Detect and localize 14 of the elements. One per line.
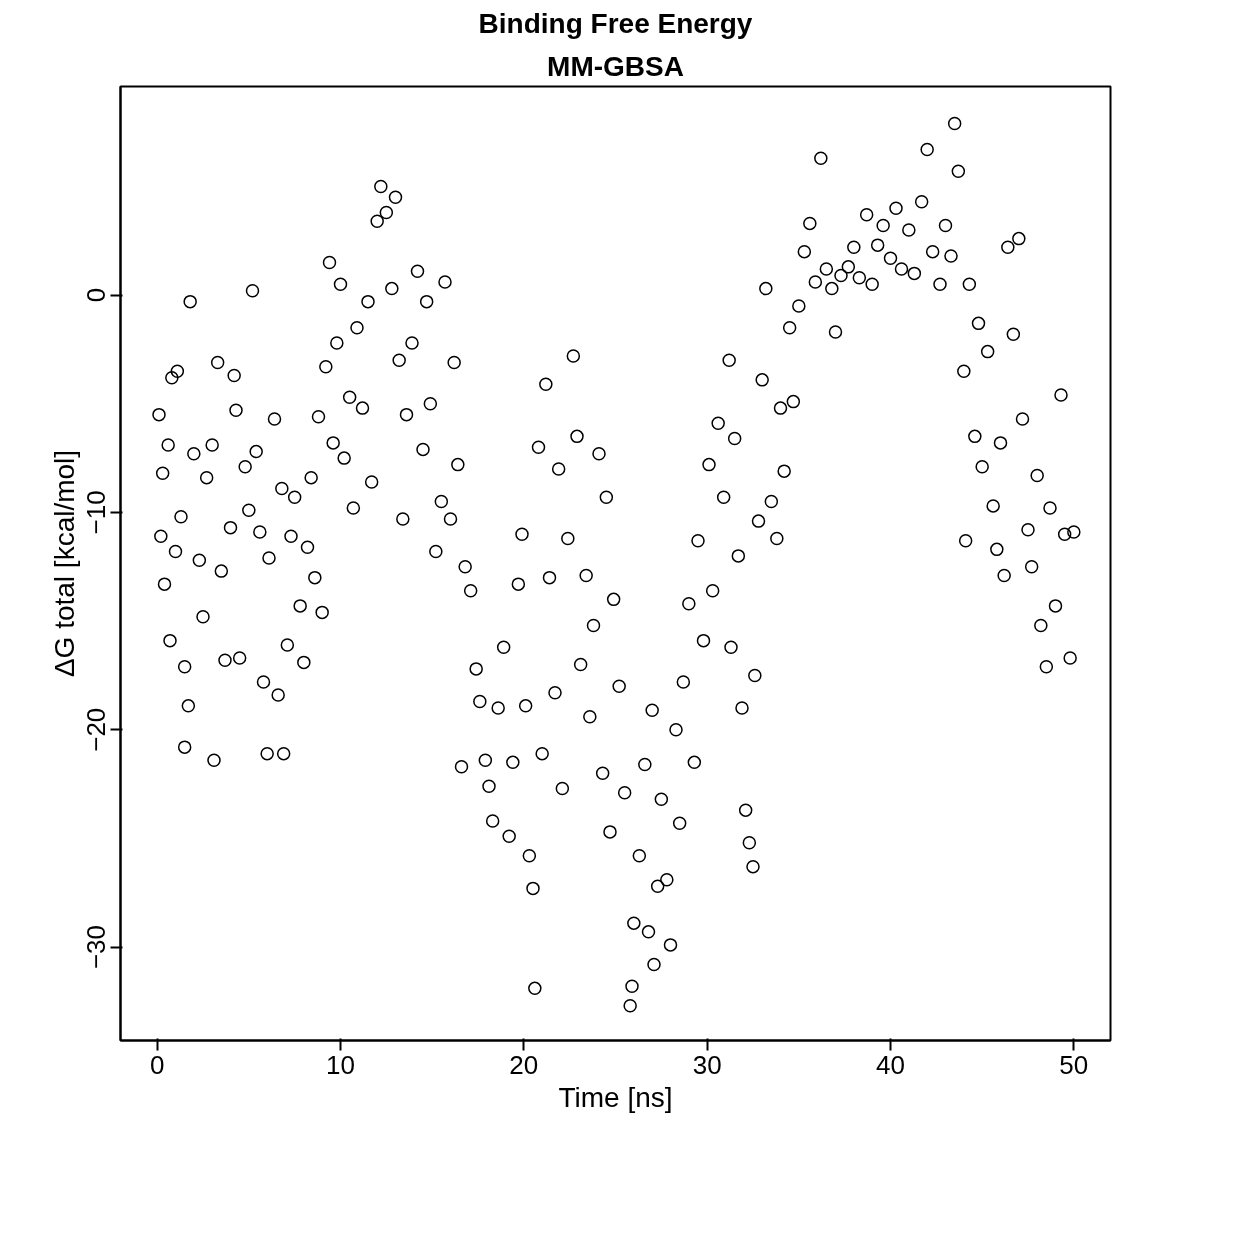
y-tick-label: 0 (81, 287, 112, 303)
y-tick-label: −10 (81, 490, 112, 535)
chart-title: Binding Free Energy (478, 7, 753, 39)
x-tick-label: 20 (509, 1049, 539, 1080)
y-tick-label: −20 (81, 707, 112, 752)
x-axis-title: Time [ns] (558, 1081, 673, 1113)
chart-subtitle: MM-GBSA (547, 50, 684, 82)
x-tick-label: 40 (876, 1049, 905, 1080)
x-tick-label: 50 (1059, 1049, 1089, 1080)
x-tick-label: 10 (326, 1049, 355, 1080)
x-tick-label: 30 (692, 1049, 722, 1080)
y-tick-label: −30 (81, 925, 112, 970)
y-axis-title: ΔG total [kcal/mol] (48, 449, 80, 678)
x-tick-label: 0 (149, 1049, 165, 1080)
